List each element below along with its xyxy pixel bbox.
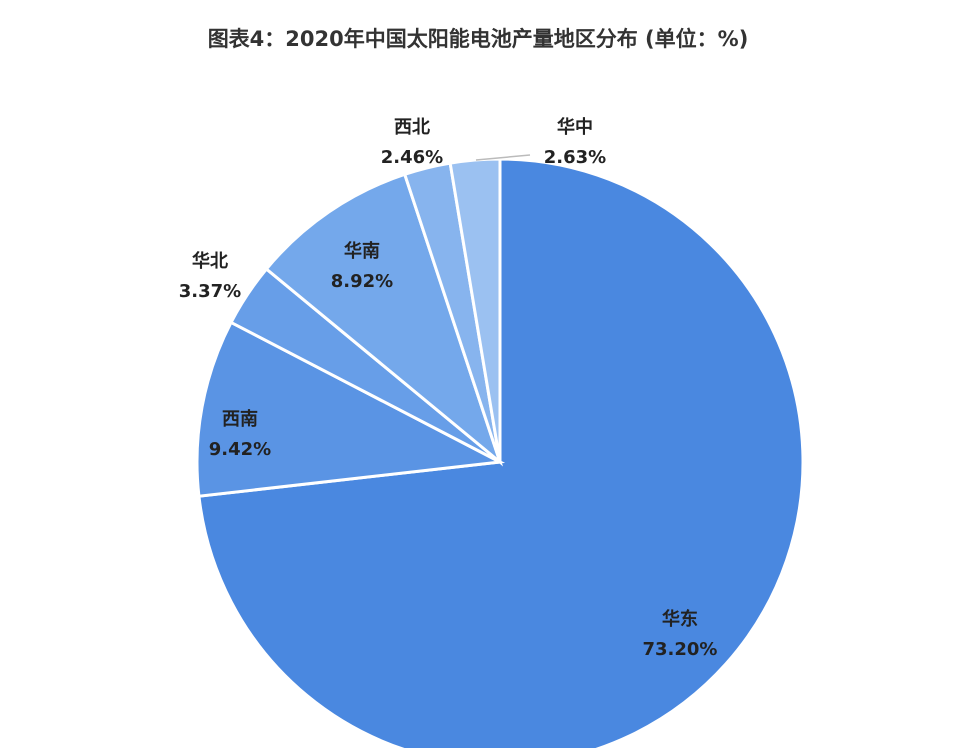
chart-title: 图表4：2020年中国太阳能电池产量地区分布 (单位：%) [208,27,749,51]
leader-line [475,154,531,161]
pie-slice [264,172,504,467]
slice-label: 西北 [394,117,430,138]
pie-slice [448,157,502,463]
value-label: 2.63% [544,147,606,168]
value-label: 2.46% [381,147,443,168]
slice-label: 华南 [344,240,380,262]
value-label: 8.92% [331,271,393,292]
pie-slice [195,320,506,498]
slice-label: 华北 [192,250,228,272]
slice-label: 华东 [662,608,698,630]
slice-label: 华中 [557,116,593,138]
value-label: 3.37% [179,281,241,302]
value-label: 73.20% [643,639,718,660]
value-label: 9.42% [209,439,271,460]
slice-label: 西南 [222,408,258,430]
